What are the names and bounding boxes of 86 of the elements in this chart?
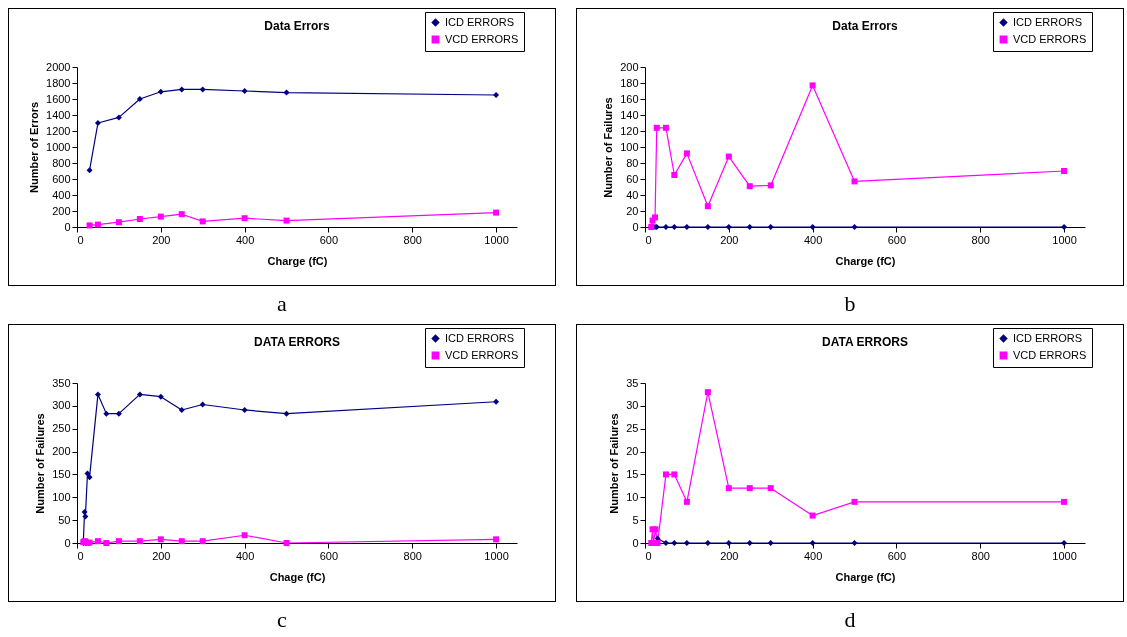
y-tick-label: 0 xyxy=(632,536,639,549)
y-axis-title: Number of Failures xyxy=(602,97,615,198)
text: a xyxy=(276,290,288,318)
x-tick-label: 800 xyxy=(403,233,422,246)
y-tick-label: 250 xyxy=(52,422,71,435)
x-tick-label: 400 xyxy=(235,549,255,562)
y-tick-label: 1600 xyxy=(46,92,71,105)
y-tick-label: 160 xyxy=(620,92,639,105)
y-axis-title: Number of Failures xyxy=(608,413,621,514)
y-tick-label: 20 xyxy=(626,204,639,217)
y-tick-label: 100 xyxy=(52,490,71,503)
x-tick-label: 1000 xyxy=(484,233,509,246)
x-tick-label: 400 xyxy=(803,549,823,562)
x-tick-label: 200 xyxy=(152,549,171,562)
x-tick-label: 600 xyxy=(319,233,339,246)
y-tick-label: 180 xyxy=(620,76,639,89)
y-tick-label: 0 xyxy=(64,536,71,549)
y-tick-label: 20 xyxy=(626,445,639,458)
y-tick-label: 600 xyxy=(52,172,71,185)
y-tick-label: 40 xyxy=(626,188,639,201)
text: b xyxy=(843,290,857,318)
x-tick-label: 200 xyxy=(152,233,171,246)
text: c xyxy=(276,606,288,634)
x-axis-title: Chage (fC) xyxy=(269,570,326,583)
y-tick-label: 50 xyxy=(58,513,71,526)
x-tick-label: 1000 xyxy=(484,549,509,562)
x-axis-title: Charge (fC) xyxy=(267,254,328,267)
x-tick-label: 800 xyxy=(403,549,422,562)
y-tick-label: 150 xyxy=(52,467,71,480)
legend-label: ICD ERRORS xyxy=(445,331,515,344)
y-tick-label: 200 xyxy=(620,60,639,73)
legend-label: ICD ERRORS xyxy=(1013,15,1083,28)
y-tick-label: 0 xyxy=(632,220,639,233)
y-tick-label: 120 xyxy=(620,124,639,137)
y-tick-label: 200 xyxy=(52,445,71,458)
y-tick-label: 10 xyxy=(626,490,639,503)
y-tick-label: 80 xyxy=(626,156,639,169)
chart-title: DATA ERRORS xyxy=(254,335,340,349)
y-tick-label: 2000 xyxy=(46,60,71,73)
legend-label: VCD ERRORS xyxy=(1013,348,1087,361)
x-tick-label: 400 xyxy=(803,233,823,246)
chart-title: Data Errors xyxy=(832,19,898,33)
x-axis-title: Charge (fC) xyxy=(835,254,896,267)
text: d xyxy=(843,606,857,634)
x-tick-label: 0 xyxy=(645,233,652,246)
chart-title: Data Errors xyxy=(264,19,330,33)
y-tick-label: 350 xyxy=(52,376,71,389)
y-tick-label: 140 xyxy=(620,108,639,121)
y-tick-label: 25 xyxy=(626,422,639,435)
legend-label: VCD ERRORS xyxy=(1013,32,1087,45)
y-tick-label: 1400 xyxy=(46,108,71,121)
legend-label: VCD ERRORS xyxy=(445,32,519,45)
y-tick-label: 800 xyxy=(52,156,71,169)
x-tick-label: 800 xyxy=(971,549,990,562)
x-tick-label: 600 xyxy=(887,549,907,562)
x-tick-label: 0 xyxy=(77,233,84,246)
y-tick-label: 200 xyxy=(52,204,71,217)
x-tick-label: 800 xyxy=(971,233,990,246)
x-tick-label: 600 xyxy=(887,233,907,246)
y-tick-label: 1800 xyxy=(46,76,71,89)
y-axis-title: Number of Failures xyxy=(34,413,47,514)
y-tick-label: 35 xyxy=(626,376,639,389)
legend-label: VCD ERRORS xyxy=(445,348,519,361)
y-axis-title: Number of Errors xyxy=(28,101,41,194)
x-tick-label: 1000 xyxy=(1052,549,1077,562)
x-tick-label: 0 xyxy=(77,549,84,562)
chart-title: DATA ERRORS xyxy=(822,335,908,349)
y-tick-label: 60 xyxy=(626,172,639,185)
x-tick-label: 400 xyxy=(235,233,255,246)
x-tick-label: 600 xyxy=(319,549,339,562)
legend-label: ICD ERRORS xyxy=(445,15,515,28)
y-tick-label: 1000 xyxy=(46,140,71,153)
x-tick-label: 200 xyxy=(720,233,739,246)
y-tick-label: 0 xyxy=(64,220,71,233)
x-axis-title: Charge (fC) xyxy=(835,570,896,583)
x-tick-label: 0 xyxy=(645,549,652,562)
y-tick-label: 15 xyxy=(626,467,639,480)
y-tick-label: 5 xyxy=(632,513,639,526)
y-tick-label: 300 xyxy=(52,399,71,412)
x-tick-label: 1000 xyxy=(1052,233,1077,246)
y-tick-label: 1200 xyxy=(46,124,71,137)
y-tick-label: 400 xyxy=(52,188,71,201)
y-tick-label: 100 xyxy=(620,140,639,153)
x-tick-label: 200 xyxy=(720,549,739,562)
legend-label: ICD ERRORS xyxy=(1013,331,1083,344)
y-tick-label: 30 xyxy=(626,399,639,412)
